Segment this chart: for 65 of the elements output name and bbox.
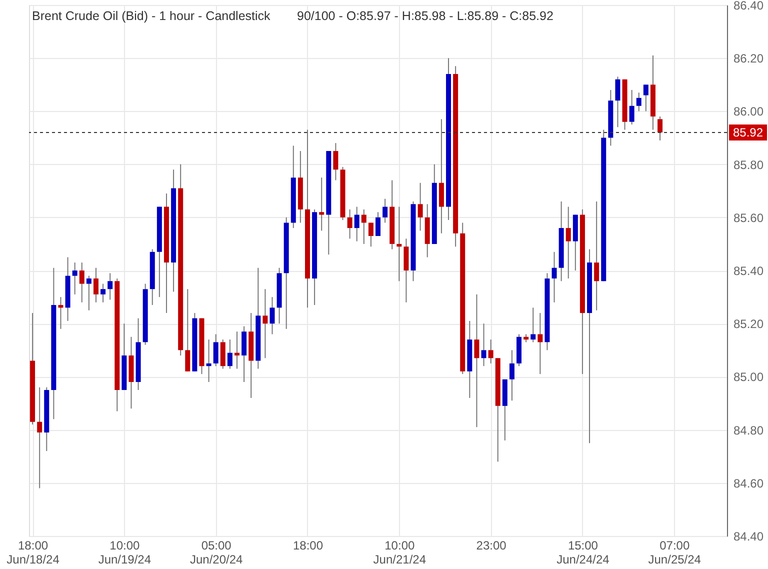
- candlestick: [262, 288, 268, 359]
- x-tick-label: 18:00 Jun/18/24: [6, 538, 60, 566]
- chart-subtitle: 90/100 - O:85.97 - H:85.98 - L:85.89 - C:85.92: [297, 9, 554, 23]
- y-tick-label: 86.00: [734, 104, 764, 119]
- candlestick: [368, 222, 374, 248]
- candlestick: [354, 206, 360, 242]
- candlestick: [615, 76, 620, 128]
- candlestick: [79, 262, 84, 303]
- candlestick: [227, 339, 232, 370]
- y-tick-label: 85.80: [734, 158, 764, 172]
- candlestick: [206, 339, 212, 383]
- candlestick: [488, 339, 494, 364]
- candlestick: [347, 208, 352, 240]
- candlestick: [382, 198, 388, 224]
- x-tick-label: 18:00: [292, 538, 324, 552]
- candlestick: [438, 118, 444, 234]
- candlestick: [58, 296, 64, 330]
- x-tick-label: 07:00 Jun/25/24: [648, 538, 702, 566]
- candlestick: [629, 89, 634, 125]
- candlestick: [319, 177, 324, 232]
- y-tick-label: 84.60: [734, 476, 764, 490]
- candlestick: [658, 116, 663, 141]
- candlestick: [270, 296, 275, 335]
- candlestick: [481, 323, 486, 367]
- candlestick: [396, 206, 402, 282]
- candlestick: [234, 331, 240, 370]
- y-tick-label: 85.00: [734, 370, 764, 384]
- candlestick: [86, 275, 92, 311]
- x-tick-label: 10:00 Jun/19/24: [98, 538, 152, 566]
- y-tick-label: 85.20: [734, 317, 764, 332]
- candlestick: [538, 312, 543, 375]
- y-tick-label: 85.60: [734, 210, 764, 225]
- x-tick-label: 23:00: [476, 538, 507, 552]
- chart-title: Brent Crude Oil (Bid) - 1 hour - Candlestick: [32, 9, 272, 23]
- ref-line-label: 85.92: [732, 125, 764, 140]
- candlestick: [100, 283, 106, 303]
- candlestick: [213, 334, 218, 367]
- x-tick-label: 15:00 Jun/24/24: [556, 538, 610, 566]
- candlestick: [93, 267, 98, 303]
- candlestick: [566, 206, 571, 279]
- candlestick: [185, 288, 190, 372]
- candlestick: [108, 272, 113, 300]
- candlestick: [418, 182, 423, 232]
- candlestick: [333, 142, 338, 181]
- candlestick: [474, 294, 480, 428]
- candlestick: [72, 262, 78, 295]
- y-tick-label: 86.20: [734, 52, 764, 66]
- x-tick-label: 10:00 Jun/21/24: [373, 538, 426, 566]
- candlestick: [530, 307, 536, 343]
- candlestick: [643, 84, 648, 112]
- candlestick: [509, 350, 514, 402]
- candlestick: [594, 200, 600, 311]
- candlestick: [404, 238, 409, 303]
- candlestick: [361, 208, 366, 244]
- y-tick-label: 84.40: [734, 530, 764, 544]
- candlestick: [636, 92, 642, 112]
- y-tick-label: 84.80: [734, 423, 764, 438]
- y-tick-label: 86.40: [734, 0, 764, 12]
- x-tick-label: 05:00 Jun/20/24: [190, 538, 244, 566]
- y-tick-label: 85.40: [734, 264, 764, 278]
- candlestick: [376, 212, 380, 236]
- candlestick: [220, 339, 226, 370]
- candlestick: [552, 251, 557, 303]
- candlestick: [37, 386, 42, 489]
- candlestick: [242, 326, 247, 383]
